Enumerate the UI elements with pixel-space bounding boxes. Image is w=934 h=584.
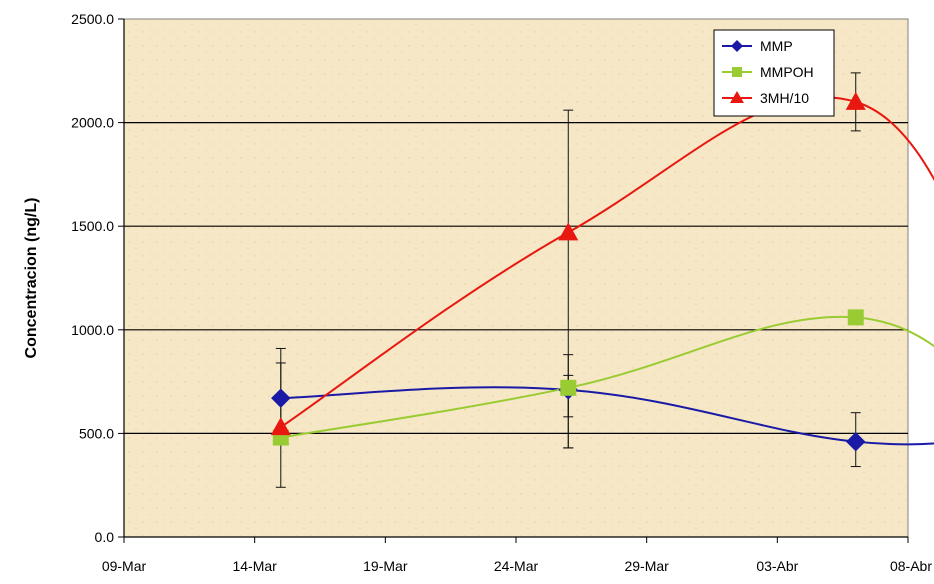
legend: MMP MMPOH 3MH/10 [713, 29, 835, 117]
data-point-square [847, 309, 864, 326]
legend-swatch-marker [730, 91, 744, 103]
series-line [280, 386, 934, 446]
legend-swatch-marker [731, 40, 743, 52]
y-tick-label: 0.0 [95, 529, 115, 545]
x-tick-label: 19-Mar [363, 558, 408, 574]
legend-marker-diamond [731, 40, 743, 52]
data-point-square [560, 379, 577, 396]
legend-label: MMPOH [760, 64, 814, 80]
data-point-diamond [846, 431, 866, 452]
legend-marker-triangle [730, 91, 744, 103]
x-tick-label: 09-Mar [102, 558, 147, 574]
legend-label: MMP [760, 38, 793, 54]
y-tick-label: 1000.0 [71, 322, 114, 338]
legend-label: 3MH/10 [760, 90, 809, 106]
gridlines [124, 121, 908, 434]
y-tick-label: 2500.0 [71, 11, 114, 27]
series-line [280, 315, 934, 439]
legend-marker-square [732, 67, 742, 77]
series-lines [280, 96, 934, 446]
x-tick-label: 29-Mar [624, 558, 669, 574]
y-axis-label: Concentracion (ng/L) [23, 198, 40, 359]
y-tick-label: 2000.0 [71, 115, 114, 131]
x-tick-label: 03-Abr [756, 558, 798, 574]
legend-swatch-marker [732, 67, 742, 77]
series-line [280, 96, 934, 429]
data-point-triangle [558, 222, 579, 241]
axes: 0.0 500.0 1000.0 1500.0 2000.0 2500.0 09-Mar 14… [71, 11, 932, 574]
data-point-triangle [845, 91, 866, 110]
data-point-diamond [271, 388, 291, 408]
y-tick-label: 1500.0 [71, 218, 114, 234]
data-point-triangle [270, 417, 291, 436]
x-tick-label: 08-Abr [890, 558, 932, 574]
data-markers [270, 91, 866, 452]
x-tick-label: 14-Mar [232, 558, 277, 574]
x-tick-label: 24-Mar [494, 558, 539, 574]
y-tick-label: 500.0 [79, 425, 114, 441]
